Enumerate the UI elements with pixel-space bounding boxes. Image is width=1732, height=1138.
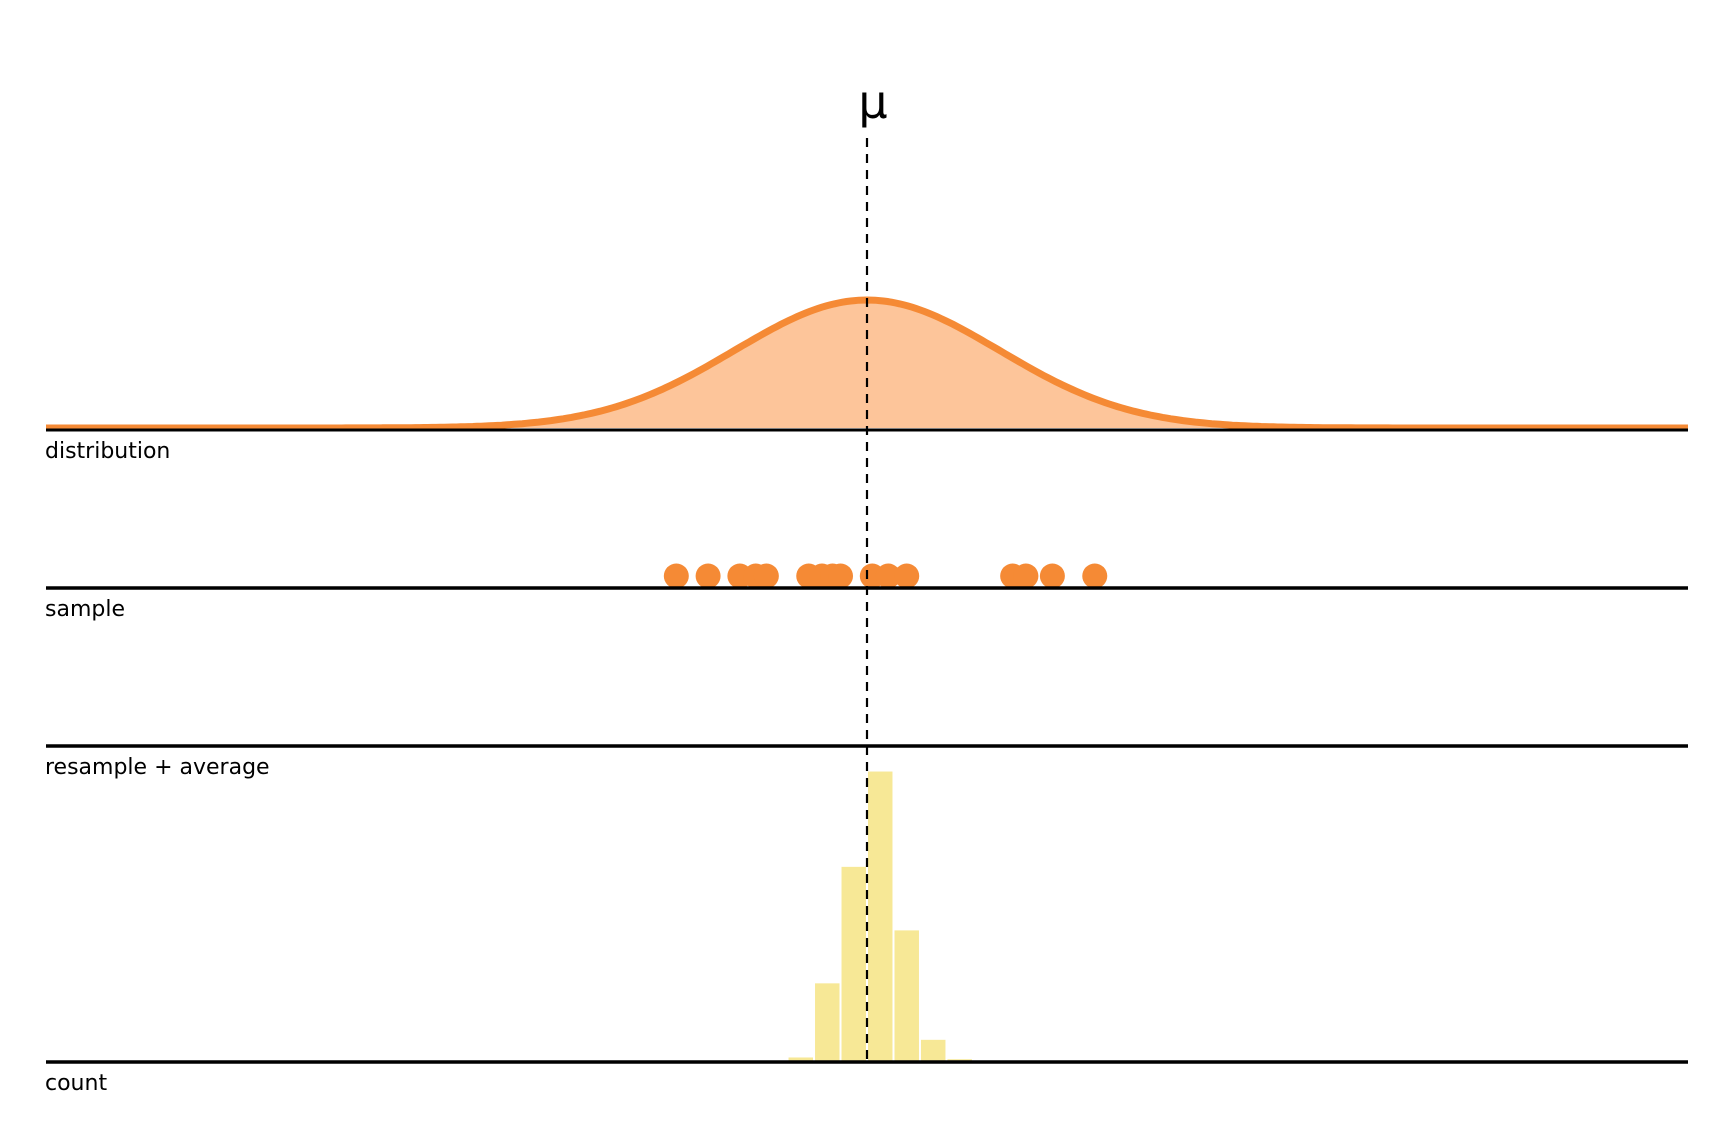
histogram-bar [868, 771, 893, 1061]
histogram-bar [841, 866, 866, 1061]
sample-point [663, 563, 689, 589]
sample-points [663, 563, 1108, 589]
resample-label: resample + average [45, 755, 270, 780]
sample-point [1013, 563, 1039, 589]
sample-point [753, 563, 779, 589]
count-histogram [788, 771, 972, 1061]
count-label: count [45, 1071, 107, 1096]
sample-point [1082, 563, 1108, 589]
sample-point [695, 563, 721, 589]
histogram-bar [788, 1057, 814, 1061]
distribution-label: distribution [45, 439, 170, 464]
sample-point [1039, 563, 1065, 589]
sample-label: sample [45, 597, 125, 622]
histogram-bar [815, 983, 840, 1061]
mean-label: μ [858, 75, 887, 129]
sample-point [875, 563, 901, 589]
sample-point [828, 563, 854, 589]
histogram-bar [920, 1039, 946, 1061]
histogram-bar [947, 1059, 972, 1061]
histogram-bar [894, 930, 919, 1061]
sample-point [894, 563, 920, 589]
